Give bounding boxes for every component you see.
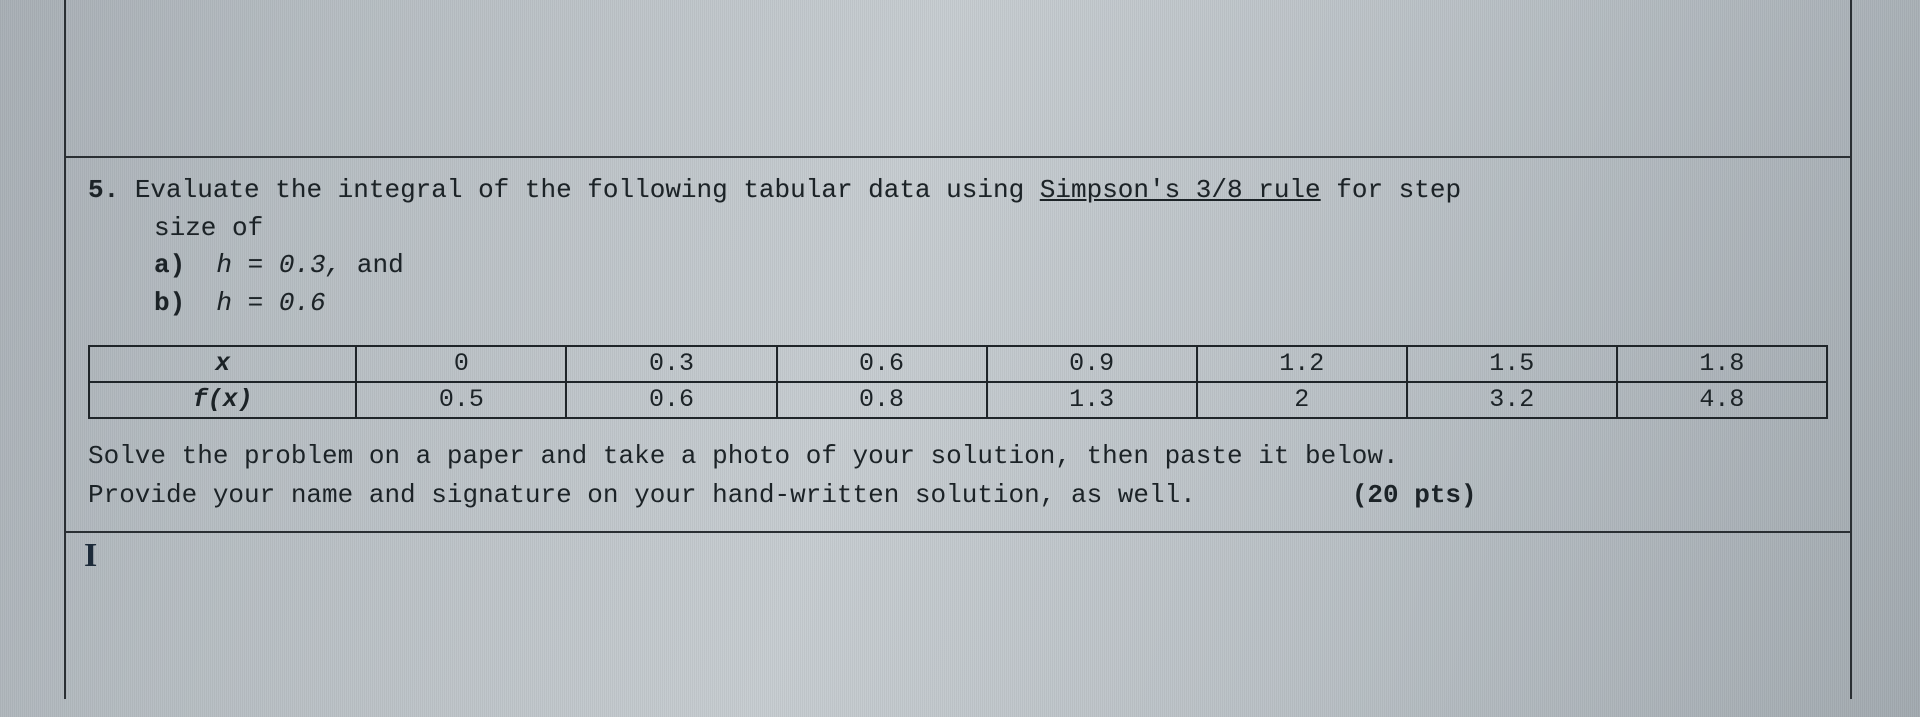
option-b: b) h = 0.6 [88,285,1828,323]
fx-cell: 1.3 [987,382,1197,418]
x-cell: 1.8 [1617,346,1827,382]
question-line-1: 5. Evaluate the integral of the followin… [88,172,1828,210]
instruction-line-2-left: Provide your name and signature on your … [88,480,1196,510]
option-a-label: a) [154,250,185,280]
x-cell: 0.3 [566,346,776,382]
row-header-x: x [89,346,356,382]
question-cell: 5. Evaluate the integral of the followin… [64,158,1852,533]
row-header-fx: f(x) [89,382,356,418]
text-cursor: I [84,537,97,575]
x-cell: 1.2 [1197,346,1407,382]
prompt-part1: Evaluate the integral of the following t… [135,175,1040,205]
fx-cell: 0.8 [777,382,987,418]
option-a: a) h = 0.3, and [88,247,1828,285]
option-b-label: b) [154,288,185,318]
table-row: f(x) 0.5 0.6 0.8 1.3 2 3.2 4.8 [89,382,1827,418]
question-line-2: size of [88,210,1828,248]
question-sheet: 5. Evaluate the integral of the followin… [64,0,1852,705]
question-number: 5. [88,175,119,205]
option-b-body: h = 0.6 [185,288,325,318]
fx-cell: 4.8 [1617,382,1827,418]
x-cell: 0.9 [987,346,1197,382]
prompt-part2: for step [1321,175,1461,205]
instruction-line-1: Solve the problem on a paper and take a … [88,437,1828,476]
data-table: x 0 0.3 0.6 0.9 1.2 1.5 1.8 f(x) 0.5 0.6… [88,345,1828,419]
table-row: x 0 0.3 0.6 0.9 1.2 1.5 1.8 [89,346,1827,382]
option-a-and: and [357,250,404,280]
blank-cell-above [64,0,1852,158]
prompt-underlined: Simpson's 3/8 rule [1040,175,1321,205]
fx-cell: 0.6 [566,382,776,418]
option-a-body: h = 0.3, [185,250,357,280]
points-label: (20 pts) [1352,480,1477,510]
x-cell: 0.6 [777,346,987,382]
answer-cell[interactable]: I [64,533,1852,699]
instruction-line-2: Provide your name and signature on your … [88,476,1828,515]
row-header-fx-label: f(x) [193,385,253,414]
fx-cell: 3.2 [1407,382,1617,418]
x-cell: 0 [356,346,566,382]
fx-cell: 0.5 [356,382,566,418]
row-header-x-label: x [215,349,230,378]
fx-cell: 2 [1197,382,1407,418]
x-cell: 1.5 [1407,346,1617,382]
